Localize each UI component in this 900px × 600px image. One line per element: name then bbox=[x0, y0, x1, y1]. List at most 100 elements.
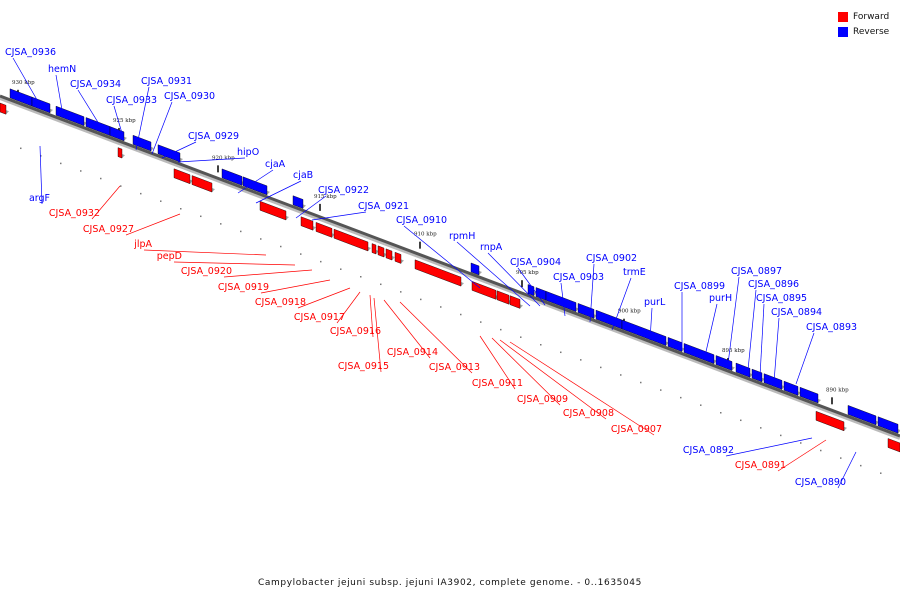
leader-line bbox=[777, 439, 827, 472]
gene-label: CJSA_0918 bbox=[255, 297, 306, 308]
track-dot bbox=[720, 412, 722, 414]
tick-label: 910 kbp bbox=[414, 232, 437, 238]
gene-label: CJSA_0921 bbox=[358, 201, 409, 212]
track-dot bbox=[560, 351, 562, 354]
gene-label: CJSA_0899 bbox=[674, 281, 725, 292]
reverse-gene-block bbox=[132, 134, 152, 152]
gene-label: CJSA_0893 bbox=[806, 322, 857, 333]
track-dot bbox=[240, 230, 242, 233]
gene-label: cjaA bbox=[265, 159, 286, 170]
reverse-gene-block bbox=[751, 368, 763, 383]
leader-line bbox=[373, 297, 382, 373]
gene-label: CJSA_0930 bbox=[164, 91, 215, 102]
backbone-shadow bbox=[0, 96, 900, 440]
forward-gene-block bbox=[117, 147, 123, 159]
track-dot bbox=[860, 464, 862, 467]
reverse-gene-block bbox=[877, 416, 899, 434]
leader-line bbox=[487, 252, 541, 307]
track-dot bbox=[80, 170, 82, 172]
reverse-label: Reverse bbox=[853, 26, 890, 37]
leader-line bbox=[77, 89, 105, 133]
track-dot bbox=[540, 344, 542, 346]
track-dot bbox=[140, 192, 142, 195]
gene-label: jlpA bbox=[133, 239, 152, 250]
leader-line bbox=[704, 303, 718, 357]
track-dot bbox=[660, 389, 662, 391]
gene-label: CJSA_0909 bbox=[517, 394, 568, 405]
legend-forward: Forward bbox=[838, 9, 889, 24]
track-dot bbox=[500, 328, 502, 331]
gene-label: CJSA_0916 bbox=[330, 326, 381, 337]
leader-line bbox=[336, 291, 361, 324]
track-dot bbox=[280, 245, 282, 248]
reverse-gene-block bbox=[783, 380, 799, 396]
forward-gene-block bbox=[887, 438, 900, 453]
gene-label: CJSA_0910 bbox=[396, 215, 447, 226]
leader-line bbox=[611, 277, 632, 331]
reverse-gene-block bbox=[715, 355, 733, 371]
forward-gene-block bbox=[173, 168, 191, 185]
leader-line bbox=[517, 267, 546, 306]
gene-label: purH bbox=[709, 293, 732, 304]
track-dot bbox=[460, 313, 462, 316]
track-dot bbox=[360, 276, 362, 278]
leader-line bbox=[113, 105, 125, 141]
forward-gene-block bbox=[371, 243, 377, 255]
gene-label: CJSA_0936 bbox=[5, 47, 56, 58]
leader-line bbox=[795, 332, 815, 385]
leader-line bbox=[260, 279, 331, 294]
reverse-swatch bbox=[838, 26, 848, 37]
forward-gene-block bbox=[394, 251, 402, 264]
gene-label: CJSA_0922 bbox=[318, 185, 369, 196]
leader-line bbox=[55, 74, 63, 111]
gene-label: CJSA_0896 bbox=[748, 279, 799, 290]
track-dot bbox=[100, 177, 102, 180]
track-dot bbox=[520, 336, 522, 338]
forward-swatch bbox=[838, 11, 848, 22]
gene-label: hemN bbox=[48, 64, 76, 75]
gene-label: CJSA_0927 bbox=[83, 224, 134, 235]
reverse-gene-block bbox=[847, 405, 877, 426]
reverse-gene-block bbox=[799, 386, 819, 404]
leader-line bbox=[223, 269, 313, 278]
leader-line bbox=[91, 185, 121, 220]
reverse-gene-block bbox=[621, 319, 667, 346]
gene-label: CJSA_0929 bbox=[188, 131, 239, 142]
leader-line bbox=[649, 307, 653, 341]
tick-label: 915 kbp bbox=[314, 194, 337, 200]
gene-label: CJSA_0895 bbox=[756, 293, 807, 304]
forward-gene-block bbox=[377, 245, 385, 258]
track-dot bbox=[260, 238, 262, 240]
forward-gene-block bbox=[259, 200, 287, 221]
tick-label: 930 kbp bbox=[12, 80, 35, 86]
gene-label: CJSA_0934 bbox=[70, 79, 121, 90]
reverse-gene-block bbox=[577, 303, 595, 319]
forward-gene-block bbox=[315, 222, 333, 238]
track-dot bbox=[620, 374, 622, 376]
track-dot bbox=[180, 208, 182, 210]
reverse-gene-block bbox=[109, 126, 125, 142]
gene-label: CJSA_0891 bbox=[735, 460, 786, 471]
gene-label: cjaB bbox=[293, 170, 313, 181]
leader-line bbox=[135, 86, 150, 151]
leader-line bbox=[560, 282, 566, 317]
gene-label: CJSA_0890 bbox=[795, 477, 846, 488]
track-dot bbox=[20, 147, 22, 150]
tick-label: 890 kbp bbox=[826, 387, 849, 393]
leader-line bbox=[161, 141, 197, 159]
forward-gene-block bbox=[300, 216, 314, 231]
forward-gene-block bbox=[496, 290, 510, 305]
reverse-gene-block bbox=[470, 262, 480, 276]
leader-line bbox=[837, 451, 857, 489]
forward-gene-block bbox=[333, 228, 369, 252]
gene-label: CJSA_0931 bbox=[141, 76, 192, 87]
tick-label: 895 kbp bbox=[722, 348, 745, 354]
track-dot bbox=[320, 260, 322, 263]
leader-line bbox=[491, 337, 561, 406]
track-dot bbox=[340, 268, 342, 270]
track-dot bbox=[640, 381, 642, 384]
reverse-gene-block bbox=[763, 373, 783, 390]
gene-label: CJSA_0902 bbox=[586, 253, 637, 264]
gene-label: CJSA_0915 bbox=[338, 361, 389, 372]
